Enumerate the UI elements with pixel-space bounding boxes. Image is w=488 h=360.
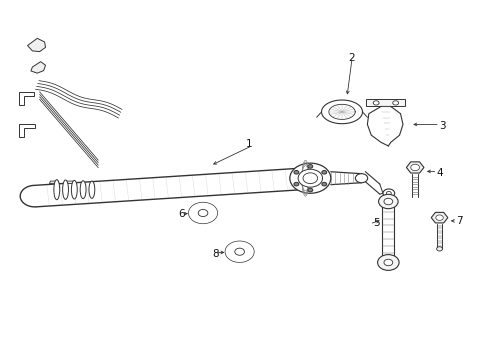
Text: 8: 8 — [211, 248, 218, 258]
Circle shape — [436, 247, 442, 251]
Circle shape — [289, 163, 330, 193]
Polygon shape — [321, 100, 362, 124]
Circle shape — [377, 255, 398, 270]
Text: 1: 1 — [245, 139, 252, 149]
Text: 5: 5 — [372, 218, 379, 228]
Ellipse shape — [54, 180, 60, 200]
Polygon shape — [406, 162, 423, 173]
Circle shape — [383, 198, 392, 205]
Circle shape — [234, 248, 244, 255]
Polygon shape — [31, 62, 45, 73]
Polygon shape — [192, 204, 214, 222]
Circle shape — [321, 171, 326, 174]
Circle shape — [435, 215, 442, 220]
Polygon shape — [64, 181, 74, 184]
Polygon shape — [19, 125, 35, 137]
Circle shape — [410, 164, 419, 171]
Circle shape — [392, 101, 398, 105]
Ellipse shape — [62, 180, 68, 199]
Text: 4: 4 — [435, 168, 442, 178]
Circle shape — [188, 202, 217, 224]
Text: 7: 7 — [455, 216, 462, 226]
Circle shape — [293, 182, 298, 186]
Circle shape — [355, 174, 367, 183]
Circle shape — [378, 194, 397, 209]
Circle shape — [307, 165, 312, 168]
Polygon shape — [27, 39, 45, 51]
Circle shape — [293, 171, 298, 174]
Circle shape — [224, 241, 254, 262]
Circle shape — [321, 182, 326, 186]
Polygon shape — [19, 92, 34, 105]
Ellipse shape — [89, 181, 95, 198]
Text: 3: 3 — [438, 121, 445, 131]
Ellipse shape — [80, 181, 86, 199]
Circle shape — [382, 189, 394, 198]
Circle shape — [386, 192, 390, 195]
Circle shape — [298, 169, 322, 187]
Polygon shape — [228, 242, 250, 261]
Polygon shape — [430, 212, 447, 223]
Polygon shape — [366, 99, 405, 107]
Polygon shape — [49, 181, 59, 184]
Circle shape — [383, 259, 392, 266]
Text: 6: 6 — [178, 209, 184, 219]
Circle shape — [198, 210, 207, 216]
Circle shape — [372, 101, 378, 105]
Circle shape — [307, 188, 312, 192]
Circle shape — [303, 173, 317, 184]
Ellipse shape — [71, 180, 77, 199]
Text: 2: 2 — [348, 53, 354, 63]
